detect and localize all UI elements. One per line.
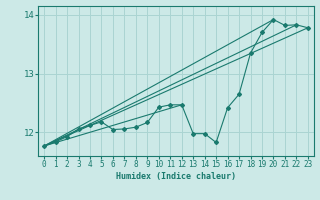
X-axis label: Humidex (Indice chaleur): Humidex (Indice chaleur) bbox=[116, 172, 236, 181]
